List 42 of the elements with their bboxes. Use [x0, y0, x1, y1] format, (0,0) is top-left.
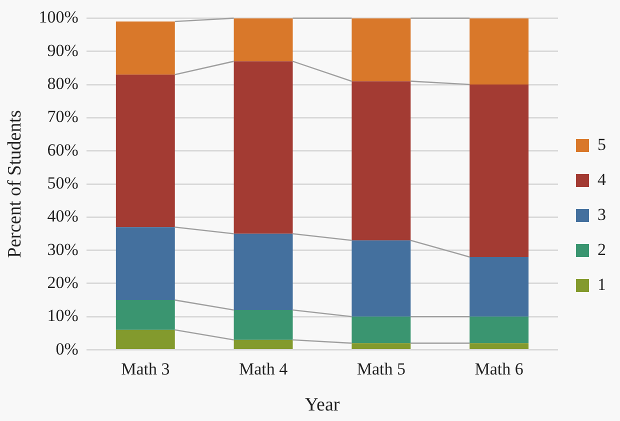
y-tick-label: 50%: [47, 173, 78, 192]
x-tick-label: Math 3: [121, 359, 170, 378]
legend-label: 2: [598, 240, 606, 259]
bar: [352, 240, 411, 317]
y-tick-label: 30%: [47, 240, 78, 259]
bar: [234, 310, 293, 340]
bar: [470, 343, 529, 350]
bar: [116, 74, 175, 228]
y-tick-label: 40%: [47, 206, 78, 226]
bar: [470, 18, 529, 85]
bar: [470, 316, 529, 344]
x-tick-label: Math 5: [356, 359, 406, 378]
y-tick-label: 10%: [47, 306, 78, 326]
x-tick-label: Math 6: [474, 359, 524, 378]
y-tick-label: 100%: [38, 8, 78, 27]
legend-label: 4: [598, 170, 606, 189]
bar: [234, 234, 293, 310]
y-tick-label: 90%: [47, 40, 78, 60]
bar: [352, 343, 411, 350]
bar: [352, 316, 411, 344]
bar: [234, 61, 293, 234]
y-axis-title: Percent of Students: [4, 110, 26, 258]
x-axis-title: Year: [304, 394, 340, 416]
bar: [116, 300, 175, 330]
y-tick-label: 0%: [56, 339, 78, 358]
legend-label: 3: [598, 204, 606, 224]
bar: [116, 22, 175, 75]
y-tick-label: 70%: [47, 107, 78, 126]
bar: [116, 330, 175, 350]
x-tick-label: Math 4: [238, 359, 288, 378]
y-tick-label: 60%: [47, 140, 78, 160]
bar: [116, 227, 175, 300]
y-tick-label: 20%: [47, 272, 78, 292]
bar: [470, 256, 529, 317]
bar: [234, 18, 293, 62]
bar: [234, 340, 293, 350]
legend-label: 5: [598, 134, 606, 154]
bar: [352, 18, 411, 82]
bar: [352, 81, 411, 240]
y-tick-label: 80%: [47, 74, 78, 93]
bar: [470, 84, 529, 257]
legend-label: 1: [598, 274, 606, 294]
